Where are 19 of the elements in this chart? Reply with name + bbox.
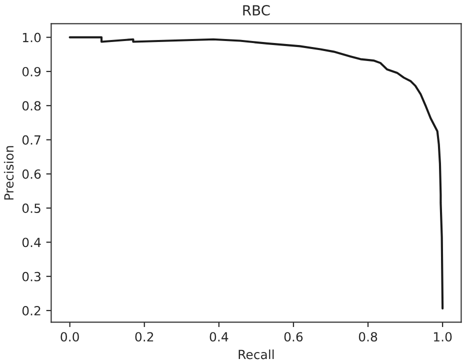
- y-tick-label: 0.8: [22, 101, 41, 111]
- y-axis-title: Precision: [4, 146, 14, 200]
- line-series: [68, 36, 444, 310]
- y-tick-label: 0.4: [22, 238, 41, 248]
- x-tick-label: 0.6: [284, 332, 303, 342]
- y-tick-label: 0.3: [22, 272, 40, 282]
- x-tick-label: 0.0: [60, 332, 79, 342]
- x-axis-title: Recall: [238, 350, 274, 360]
- y-tick-label: 1.0: [22, 32, 41, 42]
- x-tick-label: 1.0: [434, 332, 452, 342]
- y-tick-label: 0.7: [22, 135, 40, 145]
- y-tick-label: 0.6: [22, 169, 41, 179]
- y-tick-label: 0.5: [22, 204, 40, 213]
- x-tick-label: 0.2: [135, 332, 154, 342]
- y-tick-label: 0.2: [22, 306, 40, 316]
- chart-title: RBC: [243, 5, 270, 16]
- x-tick-label: 0.4: [210, 332, 228, 342]
- x-tick-label: 0.8: [358, 332, 378, 342]
- y-tick-label: 0.9: [22, 66, 41, 76]
